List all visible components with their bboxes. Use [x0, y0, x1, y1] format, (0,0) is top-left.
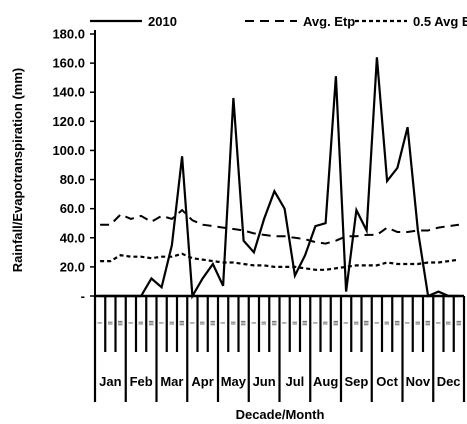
decade-label: I [251, 322, 258, 324]
month-label: Apr [191, 374, 213, 389]
series-line-0-5-avg-etp [100, 252, 460, 271]
y-tick-label: 180.0 [52, 27, 85, 42]
decade-label: II [169, 321, 176, 325]
series-line-2010 [100, 57, 459, 300]
decade-label: II [323, 321, 330, 325]
decade-label: III [364, 320, 371, 326]
decade-label: II [384, 321, 391, 325]
y-tick-label: 100.0 [52, 143, 85, 158]
y-tick-label: 60.0 [60, 201, 85, 216]
decade-label: I [128, 322, 135, 324]
y-tick-label: 20.0 [60, 259, 85, 274]
decade-label: III [118, 320, 125, 326]
decade-label: II [415, 321, 422, 325]
decade-label: I [220, 322, 227, 324]
month-label: May [221, 374, 247, 389]
decade-label: I [374, 322, 381, 324]
legend-label-2010: 2010 [148, 14, 177, 29]
decade-label: II [261, 321, 268, 325]
decade-label: II [107, 321, 114, 325]
y-tick-label: 120.0 [52, 114, 85, 129]
decade-label: I [435, 322, 442, 324]
decade-label: II [353, 321, 360, 325]
decade-label: II [200, 321, 207, 325]
legend-label-0-5-avg-etp: 0.5 Avg Etp [413, 14, 467, 29]
legend-label-avg-etp: Avg. Etp [303, 14, 355, 29]
decade-label: II [138, 321, 145, 325]
month-label: Sep [344, 374, 368, 389]
decade-label: III [394, 320, 401, 326]
decade-label: III [148, 320, 155, 326]
month-label: Dec [437, 374, 461, 389]
month-label: Aug [313, 374, 338, 389]
x-axis-title: Decade/Month [236, 407, 325, 422]
month-label: Jan [99, 374, 121, 389]
decade-label: III [333, 320, 340, 326]
month-label: Jul [285, 374, 304, 389]
month-label: Oct [376, 374, 398, 389]
legend: 2010 Avg. Etp 0.5 Avg Etp [90, 14, 467, 29]
decade-label: III [302, 320, 309, 326]
series-line-avg-etp [100, 208, 460, 245]
decade-label: I [189, 322, 196, 324]
y-tick-label: - [81, 289, 85, 304]
y-tick-label: 160.0 [52, 56, 85, 71]
decade-label: I [97, 322, 104, 324]
decade-label: III [241, 320, 248, 326]
decade-label: II [230, 321, 237, 325]
y-tick-label: 140.0 [52, 85, 85, 100]
month-label: Nov [406, 374, 431, 389]
decade-label: II [446, 321, 453, 325]
decade-label: I [343, 322, 350, 324]
decade-label: II [292, 321, 299, 325]
decade-label: I [282, 322, 289, 324]
month-label: Feb [130, 374, 153, 389]
series-layer [100, 57, 460, 300]
decade-label: III [456, 320, 463, 326]
decade-label: I [405, 322, 412, 324]
decade-label: III [425, 320, 432, 326]
decade-label: III [210, 320, 217, 326]
x-axis: I II III I II III I II III I II III I II III I II III I II I… [93, 294, 466, 402]
decade-label: III [271, 320, 278, 326]
decade-label: III [179, 320, 186, 326]
y-tick-label: 40.0 [60, 230, 85, 245]
y-tick-label: 80.0 [60, 172, 85, 187]
y-axis: - 20.0 40.0 60.0 80.0 100.0 120.0 140.0 160.0 180… [52, 27, 96, 304]
month-label: Jun [253, 374, 276, 389]
decade-label: I [312, 322, 319, 324]
decade-label: I [159, 322, 166, 324]
y-axis-title: Rainfall/Evapotranspiration (mm) [10, 68, 25, 272]
month-label: Mar [160, 374, 183, 389]
